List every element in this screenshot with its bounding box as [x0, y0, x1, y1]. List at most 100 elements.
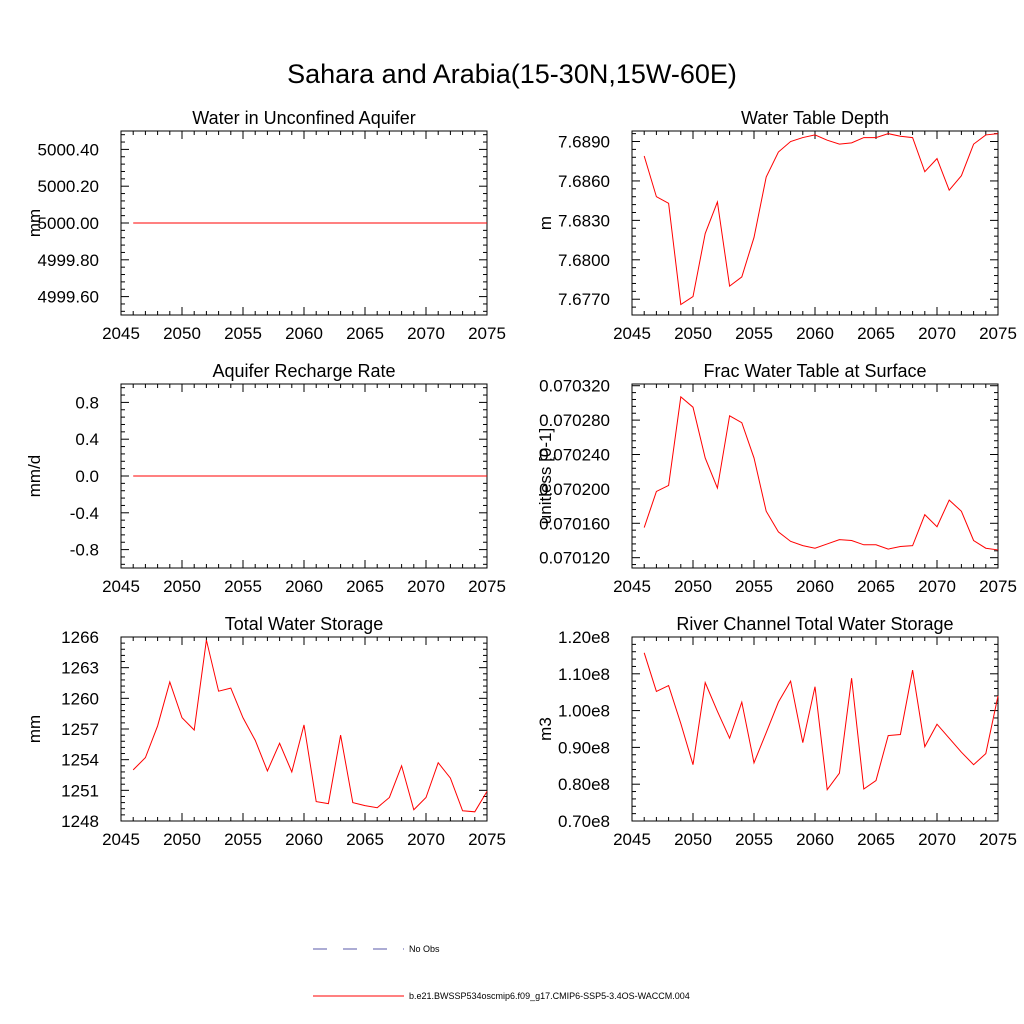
y-tick-label: 1260: [61, 689, 99, 708]
legend-label-no-obs: No Obs: [409, 944, 440, 954]
x-tick-label: 2060: [285, 324, 323, 343]
x-tick-label: 2050: [163, 830, 201, 849]
panel-5: Total Water Storage mm 2045 2050 2055 2060 206…: [25, 614, 506, 849]
y-tick-label: 0.070320: [539, 377, 610, 396]
x-tick-label: 2050: [674, 577, 712, 596]
x-tick-label: 2065: [346, 324, 384, 343]
x-tick-label: 2075: [979, 324, 1017, 343]
x-tick-label: 2055: [735, 830, 773, 849]
x-tick-label: 2065: [857, 324, 895, 343]
series-line-1: [643, 395, 999, 551]
y-tick-label: 0.90e8: [558, 738, 610, 757]
y-tick-label: 7.6770: [558, 290, 610, 309]
y-tick-label: 0.80e8: [558, 775, 610, 794]
x-tick-label: 2065: [857, 577, 895, 596]
x-tick-label: 2065: [857, 830, 895, 849]
y-tick-label: 1.10e8: [558, 665, 610, 684]
y-tick-label: -0.4: [70, 504, 99, 523]
y-tick-label: 1.20e8: [558, 628, 610, 647]
panel-title: Water Table Depth: [741, 108, 889, 128]
x-tick-label: 2070: [407, 830, 445, 849]
x-tick-label: 2045: [102, 324, 140, 343]
x-tick-label: 2050: [674, 324, 712, 343]
x-tick-label: 2075: [979, 577, 1017, 596]
y-tick-label: 4999.60: [38, 288, 99, 307]
panel-title: Water in Unconfined Aquifer: [192, 108, 415, 128]
x-tick-label: 2050: [674, 830, 712, 849]
y-tick-label: 1248: [61, 812, 99, 831]
x-tick-label: 2060: [796, 324, 834, 343]
y-tick-label: 0.070200: [539, 480, 610, 499]
plot-frame: [631, 383, 999, 569]
panel-title: Aquifer Recharge Rate: [212, 361, 395, 381]
x-tick-label: 2055: [224, 324, 262, 343]
x-tick-label: 2070: [407, 324, 445, 343]
x-tick-label: 2045: [613, 324, 651, 343]
y-tick-label: -0.8: [70, 541, 99, 560]
x-tick-label: 2060: [796, 830, 834, 849]
x-tick-label: 2060: [285, 830, 323, 849]
y-axis-label: m3: [536, 717, 555, 741]
y-tick-label: 5000.20: [38, 177, 99, 196]
x-tick-label: 2070: [918, 324, 956, 343]
y-tick-label: 0.0: [75, 467, 99, 486]
y-tick-label: 0.070120: [539, 549, 610, 568]
y-tick-label: 1254: [61, 751, 99, 770]
panel-title: Total Water Storage: [225, 614, 383, 634]
legend: No Obs b.e21.BWSSP534oscmip6.f09_g17.CMI…: [313, 944, 690, 1001]
panel-3: Aquifer Recharge Rate mm/d 2045 2050 2055 206…: [25, 361, 506, 596]
panel-title: Frac Water Table at Surface: [703, 361, 926, 381]
panel-6: River Channel Total Water Storage m3 2045 2…: [536, 614, 1017, 849]
x-tick-label: 2060: [285, 577, 323, 596]
y-tick-label: 1263: [61, 659, 99, 678]
panel-title: River Channel Total Water Storage: [676, 614, 953, 634]
x-tick-label: 2045: [613, 577, 651, 596]
x-tick-label: 2060: [796, 577, 834, 596]
x-tick-label: 2065: [346, 830, 384, 849]
series-line-1: [643, 652, 999, 792]
x-tick-label: 2070: [918, 577, 956, 596]
y-tick-label: 1251: [61, 781, 99, 800]
y-tick-label: 1.00e8: [558, 702, 610, 721]
x-tick-label: 2055: [224, 577, 262, 596]
y-tick-label: 0.70e8: [558, 812, 610, 831]
panel-4: Frac Water Table at Surface unitless [0-1…: [536, 361, 1017, 596]
x-tick-label: 2075: [468, 830, 506, 849]
x-tick-label: 2075: [468, 577, 506, 596]
main-title: Sahara and Arabia(15-30N,15W-60E): [287, 59, 737, 89]
plot-frame: [120, 636, 488, 822]
y-axis-label: mm/d: [25, 455, 44, 498]
y-axis-label: unitless [0-1]: [536, 428, 555, 524]
series-line-1: [643, 133, 999, 306]
y-tick-label: 0.070240: [539, 446, 610, 465]
plot-frame: [631, 636, 999, 822]
y-tick-label: 1266: [61, 628, 99, 647]
legend-entry-no-obs: No Obs: [313, 944, 440, 954]
y-tick-label: 5000.00: [38, 214, 99, 233]
x-tick-label: 2045: [102, 830, 140, 849]
y-tick-label: 7.6890: [558, 133, 610, 152]
plot-frame: [631, 130, 999, 316]
panel-2: Water Table Depth m 2045 2050 2055 2060 2065 20…: [536, 108, 1017, 343]
panels: Water in Unconfined Aquifer mm 2045 2050 205…: [25, 108, 1017, 849]
x-tick-label: 2055: [224, 830, 262, 849]
panel-1: Water in Unconfined Aquifer mm 2045 2050 205…: [25, 108, 506, 343]
x-tick-label: 2050: [163, 324, 201, 343]
legend-entry-model: b.e21.BWSSP534oscmip6.f09_g17.CMIP6-SSP5…: [313, 991, 690, 1001]
x-tick-label: 2070: [918, 830, 956, 849]
y-tick-label: 4999.80: [38, 251, 99, 270]
x-tick-label: 2055: [735, 577, 773, 596]
x-tick-label: 2075: [979, 830, 1017, 849]
y-tick-label: 0.4: [75, 430, 99, 449]
y-axis-label: m: [536, 216, 555, 230]
y-tick-label: 7.6800: [558, 251, 610, 270]
x-tick-label: 2075: [468, 324, 506, 343]
y-tick-label: 0.070160: [539, 514, 610, 533]
legend-label-model: b.e21.BWSSP534oscmip6.f09_g17.CMIP6-SSP5…: [409, 991, 690, 1001]
x-tick-label: 2070: [407, 577, 445, 596]
y-tick-label: 5000.40: [38, 140, 99, 159]
series-line-1: [132, 639, 488, 813]
y-tick-label: 7.6830: [558, 211, 610, 230]
y-tick-label: 0.8: [75, 393, 99, 412]
y-tick-label: 0.070280: [539, 411, 610, 430]
